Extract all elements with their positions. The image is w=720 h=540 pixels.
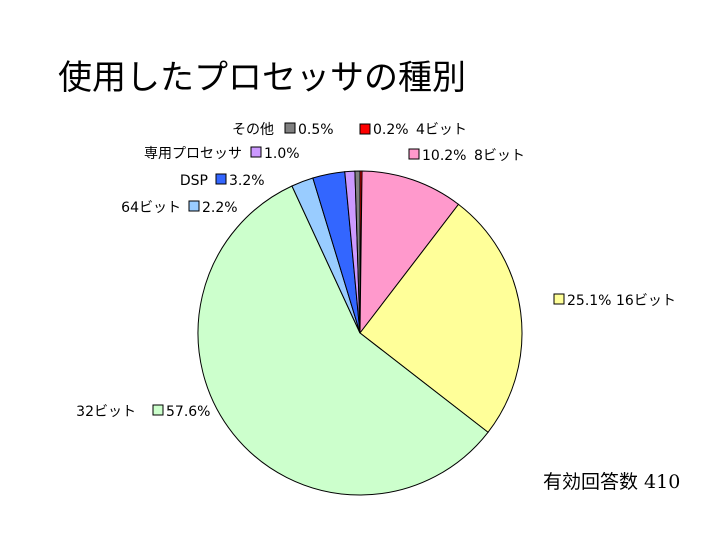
data-label-value: 2.2% <box>202 200 238 216</box>
data-label-value: 10.2% <box>422 148 466 164</box>
data-label-value: 0.5% <box>298 122 334 138</box>
data-label-category: DSP <box>180 173 208 189</box>
data-label-value: 3.2% <box>229 173 265 189</box>
data-label-category: その他 <box>232 122 274 138</box>
legend-swatch <box>359 123 371 135</box>
data-label-value: 0.2% <box>373 122 409 138</box>
data-label-category: 64ビット <box>121 200 181 216</box>
pie-slice <box>359 170 460 335</box>
legend-swatch <box>284 122 296 134</box>
data-label-category: 4ビット <box>416 122 467 138</box>
legend-swatch <box>215 173 227 185</box>
data-label-category: 16ビット <box>616 293 676 309</box>
chart-title: 使用したプロセッサの種別 <box>58 58 466 98</box>
pie-labels: 0.2% 4ビット 10.2% 8ビット 25.1% 16ビット 57.6% 32ビット 2.2… <box>76 122 676 420</box>
legend-swatch <box>553 293 565 305</box>
data-label-value: 25.1% <box>567 293 611 309</box>
data-label-value: 1.0% <box>264 146 300 162</box>
legend-swatch <box>250 146 262 158</box>
data-label-category: 8ビット <box>474 148 525 164</box>
pie-slice <box>359 203 523 433</box>
pie-slice <box>197 185 489 496</box>
pie-slice <box>354 170 361 334</box>
legend-swatch <box>408 148 420 160</box>
data-label-value: 57.6% <box>166 404 210 420</box>
legend-swatch <box>188 200 200 212</box>
respondent-count: 有効回答数 410 <box>543 471 681 493</box>
pie-slices <box>197 170 523 496</box>
legend-swatch <box>152 404 164 416</box>
data-label-category: 専用プロセッサ <box>144 146 242 162</box>
data-label-category: 32ビット <box>76 404 136 420</box>
